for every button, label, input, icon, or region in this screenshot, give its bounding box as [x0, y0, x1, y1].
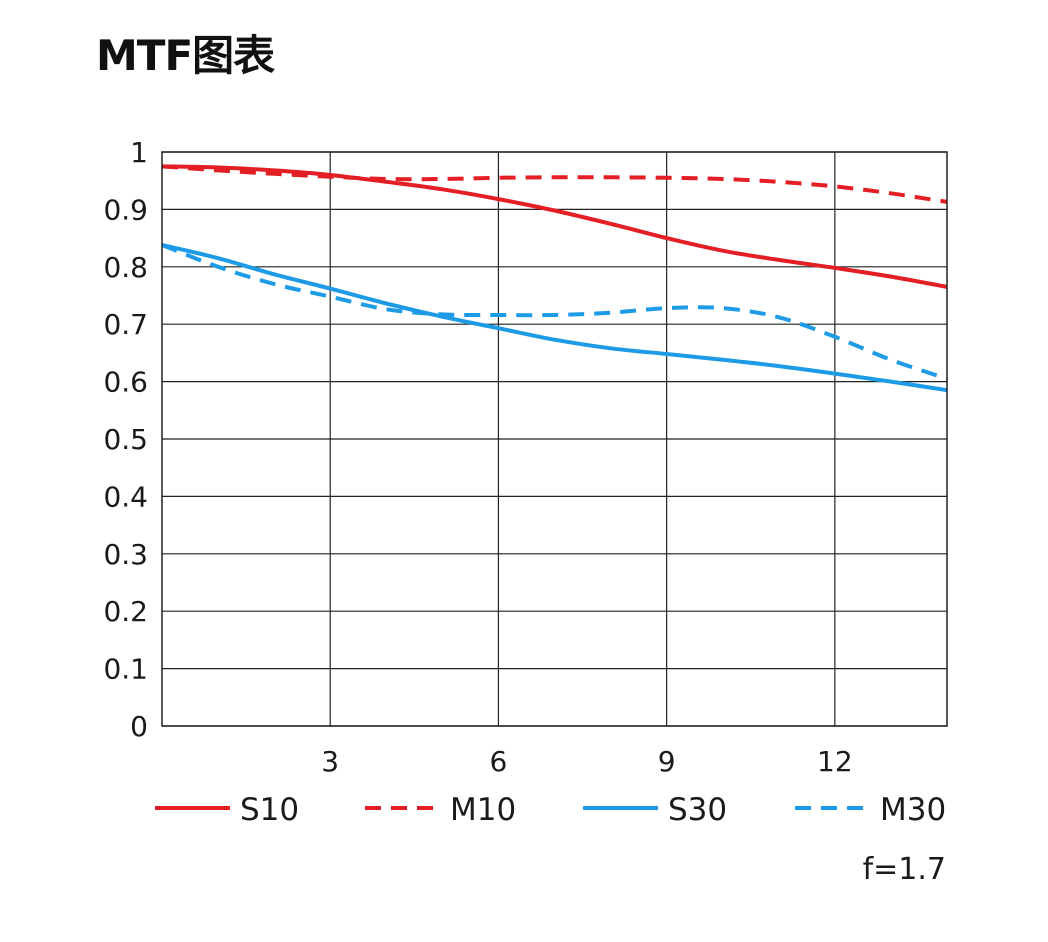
plot-frame: [161, 151, 948, 727]
y-tick-label: 0.1: [103, 653, 148, 686]
y-tick-label: 0.2: [103, 595, 148, 628]
y-tick-label: 0.7: [103, 308, 148, 341]
series-line-m10: [162, 164, 947, 204]
chart-title: MTF图表: [96, 31, 275, 80]
legend-label-m10: M10: [450, 792, 516, 828]
y-tick-label: 0: [130, 710, 148, 743]
x-tick-label: 3: [321, 745, 339, 778]
x-tick-label: 9: [658, 745, 676, 778]
y-tick-label: 0.3: [103, 538, 148, 571]
series-lines: [162, 164, 947, 393]
f-number-annotation: f=1.7: [862, 852, 946, 887]
x-tick-label: 12: [817, 745, 853, 778]
legend-label-m30: M30: [880, 792, 946, 828]
legend: S10 M10 S30 M30: [155, 792, 946, 828]
legend-label-s30: S30: [668, 792, 727, 828]
tick-labels: 0 0.1 0.2 0.3 0.4 0.5 0.6 0.7 0.8 0.9 1 3 6 9 12: [103, 136, 852, 778]
plot-border: [161, 151, 948, 727]
y-tick-label: 0.4: [103, 480, 148, 513]
x-tick-label: 6: [490, 745, 508, 778]
y-tick-label: 1: [130, 136, 148, 169]
grid: [162, 151, 947, 727]
series-line-m30: [162, 243, 947, 381]
y-tick-label: 0.9: [103, 193, 148, 226]
y-tick-label: 0.6: [103, 366, 148, 399]
legend-label-s10: S10: [240, 792, 299, 828]
y-tick-label: 0.5: [103, 423, 148, 456]
y-tick-label: 0.8: [103, 251, 148, 284]
series-line-s30: [162, 243, 947, 393]
series-line-s10: [162, 164, 947, 289]
